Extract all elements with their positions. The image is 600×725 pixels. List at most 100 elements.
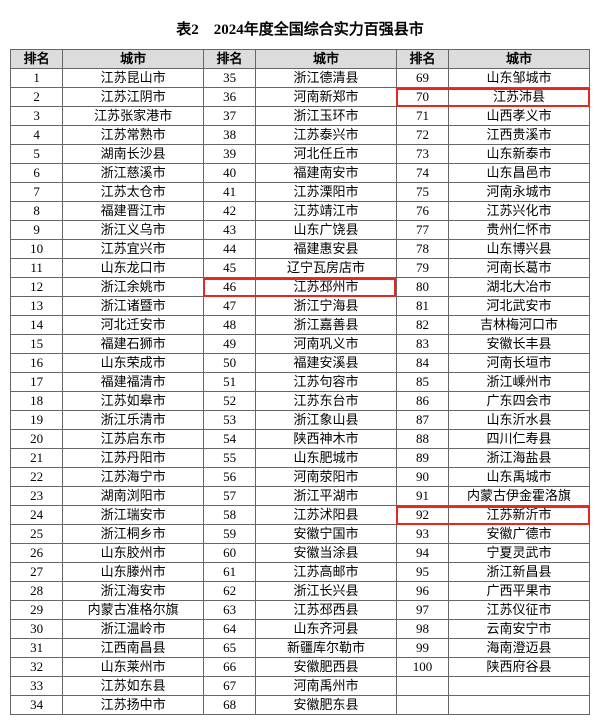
city-cell: 浙江瑞安市: [63, 506, 204, 525]
rank-cell: 89: [396, 449, 448, 468]
city-cell: 山东滕州市: [63, 563, 204, 582]
city-cell: 山东沂水县: [449, 411, 590, 430]
rank-cell: 92: [396, 506, 448, 525]
city-cell: 浙江平湖市: [256, 487, 397, 506]
rank-cell: 54: [203, 430, 255, 449]
table-row: 16山东荣成市50福建安溪县84河南长垣市: [11, 354, 590, 373]
rank-cell: 86: [396, 392, 448, 411]
city-cell: 浙江义乌市: [63, 221, 204, 240]
city-cell: 江苏高邮市: [256, 563, 397, 582]
city-cell: 河南荥阳市: [256, 468, 397, 487]
city-cell: 福建南安市: [256, 164, 397, 183]
rank-cell: 87: [396, 411, 448, 430]
table-row: 19浙江乐清市53浙江象山县87山东沂水县: [11, 411, 590, 430]
city-cell: 河北迁安市: [63, 316, 204, 335]
city-cell: 辽宁瓦房店市: [256, 259, 397, 278]
rank-cell: 24: [11, 506, 63, 525]
rank-cell: 9: [11, 221, 63, 240]
rank-cell: 6: [11, 164, 63, 183]
rank-cell: 80: [396, 278, 448, 297]
city-cell: 江苏靖江市: [256, 202, 397, 221]
rank-cell: 83: [396, 335, 448, 354]
city-cell: 江苏沭阳县: [256, 506, 397, 525]
rank-cell: 85: [396, 373, 448, 392]
rank-cell: 81: [396, 297, 448, 316]
city-cell: 江苏太仓市: [63, 183, 204, 202]
table-row: 29内蒙古准格尔旗63江苏邳西县97江苏仪征市: [11, 601, 590, 620]
rank-cell: 68: [203, 696, 255, 715]
city-cell: 江苏邳州市: [256, 278, 397, 297]
city-cell: 河南永城市: [449, 183, 590, 202]
rank-cell: 5: [11, 145, 63, 164]
table-row: 30浙江温岭市64山东齐河县98云南安宁市: [11, 620, 590, 639]
city-cell: 浙江温岭市: [63, 620, 204, 639]
rank-cell: 38: [203, 126, 255, 145]
city-cell: 山东莱州市: [63, 658, 204, 677]
rank-cell: 29: [11, 601, 63, 620]
city-cell: 山东荣成市: [63, 354, 204, 373]
rank-cell: [396, 677, 448, 696]
rank-cell: 93: [396, 525, 448, 544]
city-cell: [449, 696, 590, 715]
rank-cell: 73: [396, 145, 448, 164]
table-row: 26山东胶州市60安徽当涂县94宁夏灵武市: [11, 544, 590, 563]
table-row: 15福建石狮市49河南巩义市83安徽长丰县: [11, 335, 590, 354]
city-cell: 浙江嘉善县: [256, 316, 397, 335]
rank-cell: 65: [203, 639, 255, 658]
city-cell: 江苏昆山市: [63, 69, 204, 88]
city-cell: 浙江诸暨市: [63, 297, 204, 316]
city-cell: 山西孝义市: [449, 107, 590, 126]
city-cell: 河南长垣市: [449, 354, 590, 373]
city-cell: 山东广饶县: [256, 221, 397, 240]
city-cell: 江西南昌县: [63, 639, 204, 658]
rank-cell: 98: [396, 620, 448, 639]
rank-cell: 17: [11, 373, 63, 392]
city-cell: 河北任丘市: [256, 145, 397, 164]
rank-cell: 97: [396, 601, 448, 620]
rank-cell: 91: [396, 487, 448, 506]
rank-cell: 78: [396, 240, 448, 259]
city-cell: 福建安溪县: [256, 354, 397, 373]
rank-cell: 51: [203, 373, 255, 392]
header-rank-3: 排名: [396, 50, 448, 69]
rank-cell: 69: [396, 69, 448, 88]
rank-cell: 43: [203, 221, 255, 240]
table-row: 10江苏宜兴市44福建惠安县78山东博兴县: [11, 240, 590, 259]
city-cell: 四川仁寿县: [449, 430, 590, 449]
rank-cell: 2: [11, 88, 63, 107]
rank-cell: 62: [203, 582, 255, 601]
rank-cell: 20: [11, 430, 63, 449]
city-cell: 福建惠安县: [256, 240, 397, 259]
rank-cell: 7: [11, 183, 63, 202]
city-cell: 安徽肥西县: [256, 658, 397, 677]
rank-cell: 84: [396, 354, 448, 373]
city-cell: 山东博兴县: [449, 240, 590, 259]
city-cell: 江苏张家港市: [63, 107, 204, 126]
rank-cell: 22: [11, 468, 63, 487]
rank-cell: 14: [11, 316, 63, 335]
table-row: 14河北迁安市48浙江嘉善县82吉林梅河口市: [11, 316, 590, 335]
city-cell: 浙江长兴县: [256, 582, 397, 601]
header-row: 排名 城市 排名 城市 排名 城市: [11, 50, 590, 69]
city-cell: 山东龙口市: [63, 259, 204, 278]
city-cell: 浙江余姚市: [63, 278, 204, 297]
table-row: 32山东莱州市66安徽肥西县100陕西府谷县: [11, 658, 590, 677]
city-cell: 新疆库尔勒市: [256, 639, 397, 658]
table-body: 1江苏昆山市35浙江德清县69山东邹城市2江苏江阴市36河南新郑市70江苏沛县3…: [11, 69, 590, 715]
rank-cell: 15: [11, 335, 63, 354]
rank-cell: 67: [203, 677, 255, 696]
header-rank-1: 排名: [11, 50, 63, 69]
rank-cell: 63: [203, 601, 255, 620]
rank-cell: 71: [396, 107, 448, 126]
city-cell: 江苏丹阳市: [63, 449, 204, 468]
rank-cell: 90: [396, 468, 448, 487]
city-cell: 浙江玉环市: [256, 107, 397, 126]
city-cell: 宁夏灵武市: [449, 544, 590, 563]
city-cell: 浙江桐乡市: [63, 525, 204, 544]
table-row: 17福建福清市51江苏句容市85浙江嵊州市: [11, 373, 590, 392]
table-row: 7江苏太仓市41江苏溧阳市75河南永城市: [11, 183, 590, 202]
rank-cell: 50: [203, 354, 255, 373]
city-cell: 安徽宁国市: [256, 525, 397, 544]
rank-cell: 41: [203, 183, 255, 202]
table-row: 24浙江瑞安市58江苏沭阳县92江苏新沂市: [11, 506, 590, 525]
